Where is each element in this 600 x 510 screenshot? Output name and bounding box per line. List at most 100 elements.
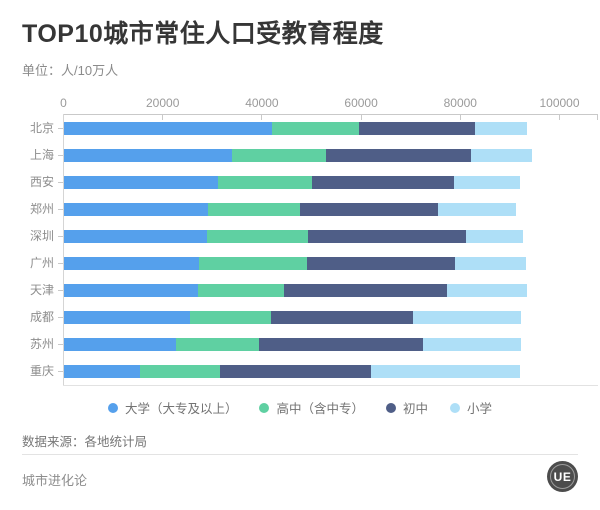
bar-segment[interactable]: [307, 257, 456, 271]
bar-segment[interactable]: [140, 365, 220, 379]
bar-segment[interactable]: [453, 176, 521, 190]
bar-segment[interactable]: [197, 284, 285, 298]
bar-segment[interactable]: [64, 149, 232, 163]
y-axis-tick-mark: [58, 371, 63, 373]
legend-item[interactable]: 高中（含中专）: [259, 398, 364, 417]
bar-segment[interactable]: [64, 338, 177, 352]
legend-dot-icon: [107, 402, 118, 413]
legend: 大学（大专及以上） 高中（含中专） 初中 小学: [0, 398, 600, 417]
bar-segment[interactable]: [259, 338, 423, 352]
bar-stack: [64, 176, 521, 190]
bar-stack: [64, 149, 532, 163]
footer-divider: [22, 454, 578, 455]
bar-row-郑州: 郑州: [0, 202, 600, 217]
brand-logo: UE: [547, 461, 578, 492]
bar-stack: [64, 122, 528, 135]
category-label: 天津: [29, 283, 54, 298]
x-axis-tick-mark: [597, 115, 598, 120]
bar-segment[interactable]: [219, 365, 371, 379]
bar-segment[interactable]: [312, 176, 454, 190]
bar-stack: [64, 230, 523, 244]
x-axis-tick-label: 0: [60, 96, 67, 110]
y-axis-tick-mark: [58, 344, 63, 346]
legend-label: 高中（含中专）: [276, 402, 364, 416]
legend-item[interactable]: 初中: [386, 398, 428, 417]
category-label: 郑州: [29, 202, 54, 217]
x-axis-tick-label: 60000: [344, 96, 378, 110]
category-label: 苏州: [29, 337, 54, 352]
page-title: TOP10城市常住人口受教育程度: [22, 20, 384, 48]
plot-bottom-line: [63, 385, 598, 386]
bar-row-成都: 成都: [0, 310, 600, 325]
bar-segment[interactable]: [208, 203, 301, 217]
bar-row-深圳: 深圳: [0, 229, 600, 244]
bar-segment[interactable]: [446, 284, 528, 298]
x-axis-tick-label: 40000: [245, 96, 279, 110]
legend-item[interactable]: 大学（大专及以上）: [107, 398, 238, 417]
x-axis-tick-mark: [459, 115, 461, 120]
bar-segment[interactable]: [64, 230, 208, 244]
category-label: 深圳: [29, 229, 54, 244]
bar-segment[interactable]: [412, 311, 522, 325]
bar-row-苏州: 苏州: [0, 337, 600, 352]
y-axis-tick-mark: [58, 182, 63, 184]
data-source: 数据来源：各地统计局: [22, 435, 148, 449]
category-label: 广州: [29, 256, 54, 271]
bar-segment[interactable]: [176, 338, 260, 352]
legend-dot-icon: [259, 402, 270, 413]
bar-segment[interactable]: [199, 257, 308, 271]
bar-row-广州: 广州: [0, 256, 600, 271]
y-axis-line: [63, 114, 64, 385]
bar-segment[interactable]: [232, 149, 327, 163]
legend-label: 初中: [403, 402, 429, 416]
bar-segment[interactable]: [370, 365, 521, 379]
category-label: 西安: [29, 175, 54, 190]
category-label: 上海: [29, 148, 54, 163]
bar-segment[interactable]: [64, 122, 273, 135]
bar-segment[interactable]: [64, 311, 191, 325]
bar-segment[interactable]: [437, 203, 517, 217]
bar-segment[interactable]: [64, 176, 218, 190]
category-label: 北京: [29, 121, 54, 135]
category-label: 重庆: [29, 364, 54, 379]
legend-label: 大学（大专及以上）: [124, 402, 238, 416]
bar-segment[interactable]: [326, 149, 472, 163]
bar-segment[interactable]: [272, 122, 360, 135]
bar-segment[interactable]: [308, 230, 466, 244]
bar-segment[interactable]: [359, 122, 475, 135]
bar-segment[interactable]: [455, 257, 526, 271]
legend-dot-icon: [450, 402, 461, 413]
x-axis-tick-mark: [360, 115, 362, 120]
bar-segment[interactable]: [422, 338, 521, 352]
bar-segment[interactable]: [64, 257, 200, 271]
bar-segment[interactable]: [300, 203, 438, 217]
y-axis-tick-mark: [58, 317, 63, 319]
bar-segment[interactable]: [465, 230, 523, 244]
x-axis-tick-mark: [559, 115, 560, 120]
bar-segment[interactable]: [64, 365, 141, 379]
unit-label: 单位：人/10万人: [22, 63, 119, 78]
bar-row-重庆: 重庆: [0, 364, 600, 379]
bar-segment[interactable]: [64, 284, 198, 298]
bar-row-天津: 天津: [0, 283, 600, 298]
bar-segment[interactable]: [190, 311, 272, 325]
bar-segment[interactable]: [474, 122, 528, 135]
bar-stack: [64, 338, 521, 352]
bar-segment[interactable]: [64, 203, 209, 217]
x-axis-tick-mark: [261, 115, 263, 120]
bar-segment[interactable]: [218, 176, 313, 190]
x-axis-tick-label: 80000: [443, 96, 477, 110]
y-axis-tick-mark: [58, 263, 63, 265]
legend-item[interactable]: 小学: [450, 398, 492, 417]
x-axis-tick-mark: [162, 115, 164, 120]
bar-segment[interactable]: [471, 149, 532, 163]
category-label: 成都: [29, 310, 54, 325]
x-axis-line: [63, 114, 598, 115]
bar-segment[interactable]: [271, 311, 413, 325]
legend-label: 小学: [467, 402, 493, 416]
bar-segment[interactable]: [207, 230, 309, 244]
bar-segment[interactable]: [284, 284, 447, 298]
y-axis-tick-mark: [58, 236, 63, 238]
